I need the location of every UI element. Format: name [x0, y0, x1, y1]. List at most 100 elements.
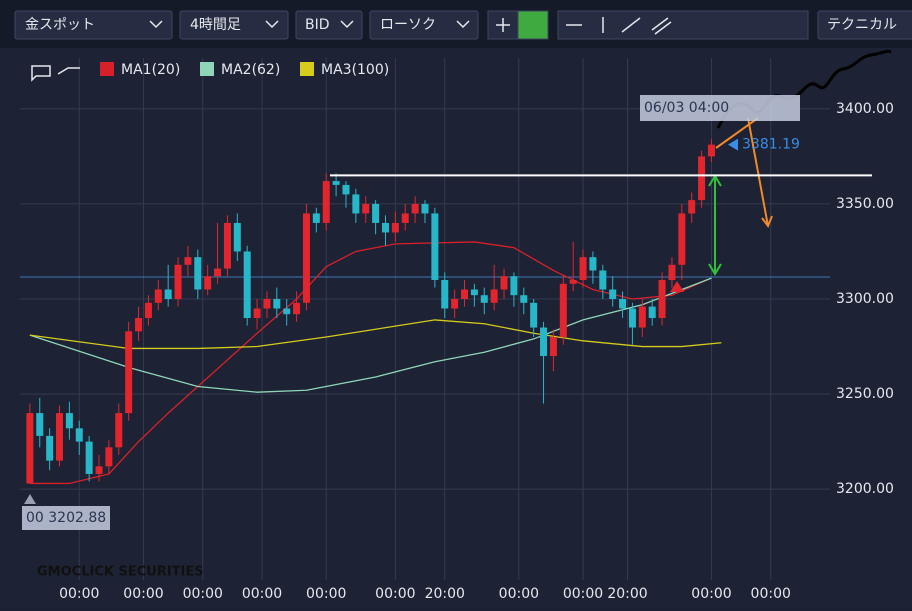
technical: テクニカル [827, 17, 897, 33]
x-tick-label: 00:00 [751, 586, 791, 602]
last-price-label: 3381.19 [742, 137, 800, 153]
candle-body [352, 194, 360, 214]
low-marker [24, 494, 36, 504]
y-tick-label: 3400.00 [836, 101, 894, 117]
candle-body [105, 447, 113, 467]
candle-body [164, 289, 172, 299]
side: BID [305, 17, 330, 33]
candle-body [391, 222, 399, 233]
x-tick-label: 20:00 [425, 586, 465, 602]
legend-label: MA1(20) [121, 62, 180, 78]
brand: GMOCLICK SECURITIES [37, 565, 204, 580]
symbol: 金スポット [25, 17, 95, 33]
candle-body [56, 413, 64, 461]
last-marker [728, 138, 738, 151]
y-tick-label: 3300.00 [836, 291, 894, 307]
candle-body [609, 289, 617, 299]
candle-body [411, 203, 419, 214]
candle-body [678, 213, 686, 265]
candle-body [698, 156, 706, 201]
candle-body [115, 413, 123, 448]
cursor-label-bg [640, 95, 800, 121]
candle-body [342, 184, 350, 195]
candle-body [243, 251, 251, 319]
candle-body [204, 276, 212, 290]
first-label: 00 3202.88 [26, 510, 106, 526]
candle-body [46, 435, 54, 461]
candle-body [36, 413, 44, 436]
candle-body [322, 181, 330, 223]
legend-swatch [300, 62, 314, 76]
legend-label: MA2(62) [221, 62, 280, 78]
candle-body [500, 276, 508, 290]
signal-marker [670, 281, 684, 292]
legend-label: MA3(100) [321, 62, 389, 78]
x-tick-label: 00:00 [306, 586, 346, 602]
candle-body [144, 302, 152, 319]
x-tick-label: 20:00 [607, 586, 647, 602]
x-tick-label: 00:00 [563, 586, 603, 602]
x-tick-label: 00:00 [183, 586, 223, 602]
candle-body [75, 428, 83, 442]
y-tick-label: 3350.00 [836, 196, 894, 212]
candle-body [619, 299, 627, 309]
side-select[interactable] [295, 10, 363, 40]
chart-style: ローソク [380, 17, 436, 33]
candle-body [184, 257, 192, 265]
candle-body [65, 413, 73, 429]
candle-body [401, 213, 409, 223]
candle-body [312, 213, 320, 223]
candle-body [451, 299, 459, 309]
candle-body [194, 257, 202, 290]
candle-body [372, 203, 380, 223]
toolbar-icons [149, 17, 672, 35]
candle-body [273, 299, 281, 309]
candle-body [638, 306, 646, 328]
x-tick-label: 00:00 [59, 586, 99, 602]
legend-swatch [200, 62, 214, 76]
symbol-select[interactable] [14, 10, 173, 40]
candle-body [421, 203, 429, 214]
candle-body [214, 268, 222, 277]
candle-body [125, 331, 133, 414]
x-tick-label: 00:00 [691, 586, 731, 602]
candle-body [461, 289, 469, 299]
ma-line [29, 319, 722, 350]
candle-body [589, 257, 597, 271]
x-tick-label: 00:00 [242, 586, 282, 602]
candle-body [253, 308, 261, 319]
candle-body [668, 264, 676, 280]
x-tick-label: 00:00 [499, 586, 539, 602]
candle-body [381, 222, 389, 233]
candle-body [154, 289, 162, 303]
style-select[interactable] [369, 10, 479, 40]
toolbar-buttons [14, 10, 912, 40]
candle-body [579, 257, 587, 280]
candle-body [233, 222, 241, 252]
technical-button[interactable] [817, 10, 912, 40]
candle-body [628, 308, 636, 328]
legend-icon [31, 65, 80, 82]
ma-line [29, 277, 712, 393]
candle-body [95, 466, 103, 474]
candle-body [174, 264, 182, 299]
pointer-button[interactable] [517, 10, 549, 40]
candle-body [441, 279, 449, 309]
candle-body [530, 302, 538, 328]
candle-body [431, 213, 439, 280]
draw-tools[interactable] [557, 10, 809, 40]
cursor-label: 06/03 04:00 [644, 100, 729, 116]
candle-body [599, 270, 607, 290]
candle-body [293, 302, 301, 315]
candle-body [362, 203, 370, 214]
candle-body [648, 306, 656, 319]
y-tick-label: 3250.00 [836, 386, 894, 402]
candle-body [510, 276, 518, 296]
candle-body [559, 283, 567, 338]
x-tick-label: 00:00 [375, 586, 415, 602]
first-label-bg [22, 506, 110, 530]
candle-body [707, 144, 715, 157]
candle-body [688, 200, 696, 214]
candle-body [85, 441, 93, 474]
timeframe-select[interactable] [179, 10, 289, 40]
